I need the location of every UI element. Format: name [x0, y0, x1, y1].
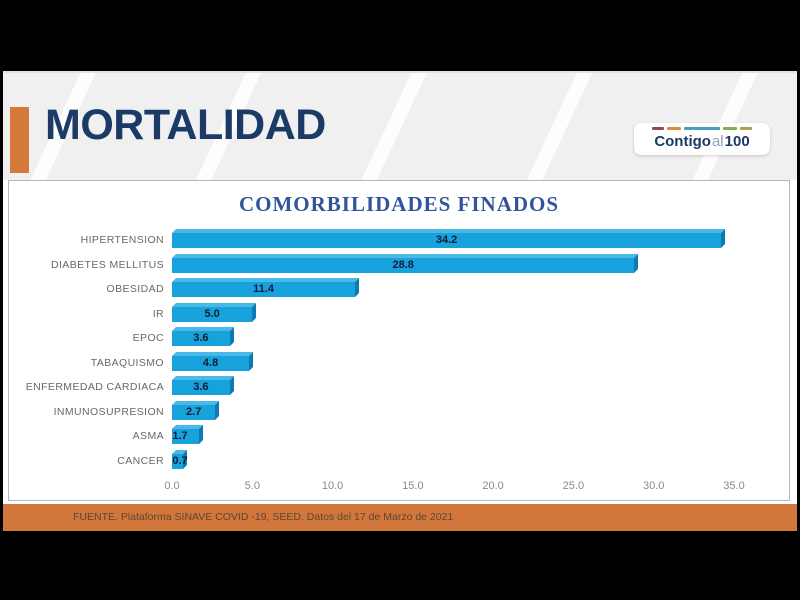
accent-bar: [10, 107, 29, 173]
logo-dashes: [642, 126, 762, 131]
bar-chart: HIPERTENSION 34.2 DIABETES MELLITUS 28.8 OBE…: [9, 228, 789, 473]
chart-row: EPOC 3.6: [9, 326, 789, 351]
category-label: DIABETES MELLITUS: [51, 258, 164, 271]
category-label: IR: [152, 307, 164, 320]
category-label: INMUNOSUPRESION: [53, 405, 164, 418]
bar: 4.8: [172, 355, 250, 371]
x-tick-label: 15.0: [402, 480, 424, 492]
plot-cell: 2.7: [172, 400, 789, 425]
x-tick-label: 0.0: [164, 480, 180, 492]
bar-value-label: 5.0: [204, 307, 220, 320]
bar-value-label: 11.4: [253, 283, 274, 295]
category-label: HIPERTENSION: [80, 234, 164, 246]
x-axis: 0.0 5.0 10.0 15.0 20.0 25.0 30.0 35.0: [164, 473, 789, 499]
x-tick-label: 5.0: [244, 480, 260, 492]
x-tick-label: 30.0: [642, 480, 665, 492]
slide-header: MORTALIDAD Contigoal100: [3, 73, 797, 180]
category-label: EPOC: [132, 332, 164, 344]
bar-value-label: 3.6: [193, 332, 209, 344]
bar: 3.6: [172, 380, 230, 395]
logo-word-contigo: Contigo: [654, 133, 711, 150]
slide-content: MORTALIDAD Contigoal100 COMORBILIDADES F…: [3, 71, 797, 531]
page-title: MORTALIDAD: [45, 101, 326, 149]
x-tick-label: 20.0: [482, 480, 504, 492]
bar: 3.6: [172, 331, 230, 346]
chart-row: ASMA 1.7: [9, 424, 789, 449]
plot-cell: 5.0: [172, 302, 789, 327]
plot-cell: 4.8: [172, 351, 789, 376]
logo-dash: [667, 127, 681, 130]
logo-dash: [723, 127, 737, 130]
bar-value-label: 34.2: [435, 234, 458, 246]
bar-value-label: 4.8: [202, 356, 219, 369]
contigo-al-100-logo: Contigoal100: [634, 123, 770, 155]
category-label: ASMA: [132, 430, 164, 442]
bar-value-label: 0.7: [172, 454, 188, 467]
chart-row: OBESIDAD 11.4: [9, 277, 789, 302]
chart-row: IR 5.0: [9, 302, 789, 327]
x-tick-label: 25.0: [562, 480, 585, 492]
bar-value-label: 2.7: [186, 405, 202, 418]
logo-dash: [652, 127, 664, 130]
category-label: CANCER: [117, 454, 164, 467]
chart-row: DIABETES MELLITUS 28.8: [9, 253, 789, 278]
bar: 0.7: [172, 453, 188, 469]
plot-cell: 0.7: [172, 449, 789, 474]
chart-panel: COMORBILIDADES FINADOS HIPERTENSION 34.2 D…: [8, 180, 790, 501]
bar: 11.4: [172, 282, 356, 297]
logo-dash: [684, 127, 720, 130]
plot-cell: 3.6: [172, 326, 789, 351]
plot-cell: 11.4: [172, 277, 789, 302]
plot-cell: 28.8: [172, 253, 789, 278]
chart-row: CANCER 0.7: [9, 449, 789, 474]
bar-value-label: 1.7: [172, 430, 188, 442]
logo-word-al: al: [711, 133, 724, 150]
logo-text: Contigoal100: [642, 133, 762, 150]
category-label: TABAQUISMO: [90, 356, 164, 369]
bar: 34.2: [172, 233, 722, 248]
x-tick-label: 10.0: [321, 480, 344, 492]
bar-value-label: 28.8: [392, 258, 414, 271]
plot-cell: 3.6: [172, 375, 789, 400]
chart-row: TABAQUISMO 4.8: [9, 351, 789, 376]
plot-cell: 1.7: [172, 424, 789, 449]
x-tick-label: 35.0: [723, 480, 745, 492]
logo-word-100: 100: [724, 133, 750, 150]
bar: 5.0: [172, 306, 253, 322]
logo-dash: [740, 127, 752, 130]
bar: 28.8: [172, 257, 635, 273]
bar: 1.7: [172, 429, 200, 444]
chart-row: HIPERTENSION 34.2: [9, 228, 789, 253]
category-label: OBESIDAD: [106, 283, 164, 295]
chart-row: ENFERMEDAD CARDIACA 3.6: [9, 375, 789, 400]
source-text: FUENTE. Plataforma SINAVE COVID -19, SEE…: [73, 511, 454, 523]
plot-cell: 34.2: [172, 228, 789, 253]
source-bar: FUENTE. Plataforma SINAVE COVID -19, SEE…: [3, 504, 797, 531]
bar: 2.7: [172, 404, 216, 420]
bar-value-label: 3.6: [193, 381, 209, 393]
chart-title: COMORBILIDADES FINADOS: [238, 192, 560, 216]
category-label: ENFERMEDAD CARDIACA: [25, 381, 164, 393]
chart-row: INMUNOSUPRESION 2.7: [9, 400, 789, 425]
